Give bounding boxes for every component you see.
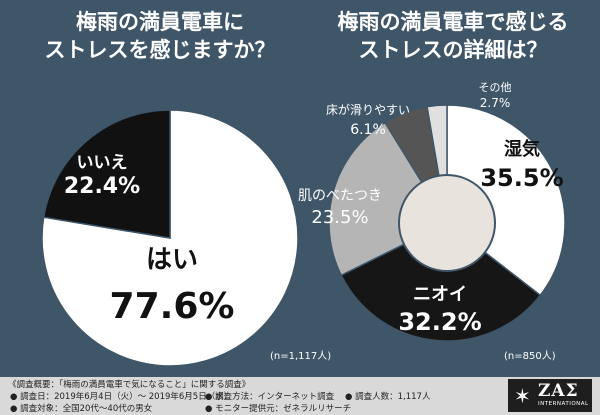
right-slice-value-3: 6.1% [350,122,386,138]
logo-star-icon: ✶ [514,384,531,408]
survey-heading: 《調査概要：「梅雨の満員電車で気になること」に関する調査》 [8,380,251,390]
right-slice-label-1: ニオイ [413,284,467,305]
left-slice-value-0: 77.6% [110,286,235,327]
right-slice-label-0: 湿気 [504,138,540,160]
right-chart-title: 梅雨の満員電車で感じる ストレスの詳細は？ [318,8,588,64]
left-slice-label-0: はい [146,245,198,275]
right-slice-label-4: その他 [479,81,512,94]
left-chart-title: 梅雨の満員電車に ストレスを感じますか？ [40,8,280,64]
left-pie-slice-1 [42,109,171,239]
right-pie-center-photo [398,174,496,272]
left-n-label: (n=1,117人) [270,350,331,362]
right-slice-value-1: 32.2% [398,308,481,336]
right-pie-slice-0 [446,104,566,297]
right-slice-value-0: 35.5% [480,164,563,192]
right-title-line2: ストレスの詳細は？ [358,37,548,62]
survey-provider: ● モニター提供元：ゼネラルリサーチ [205,404,352,414]
zas-international-logo: ✶ ZAΣ INTERNATIONAL [508,379,592,412]
right-slice-value-4: 2.7% [480,96,511,110]
right-title-line1: 梅雨の満員電車で感じる [337,9,569,34]
left-title-line1: 梅雨の満員電車に [76,9,244,34]
right-slice-value-2: 23.5% [311,207,368,228]
right-pie-slice-1 [340,222,542,342]
survey-count: ● 調査人数：1,117人 [345,392,431,402]
left-slice-value-1: 22.4% [64,174,140,199]
right-slice-label-2: 肌のべたつき [298,188,382,204]
survey-footer: 《調査概要：「梅雨の満員電車で気になること」に関する調査》 ● 調査日：2019… [0,377,600,415]
survey-target: ● 調査対象：全国20代～40代の男女 [10,404,153,414]
right-n-label: (n=850人) [504,350,556,362]
left-title-line2: ストレスを感じますか？ [44,37,276,62]
right-slice-label-3: 床が滑りやすい [326,102,410,117]
survey-date: ● 調査日：2019年6月4日（火）～ 2019年6月5日（水） [10,392,233,402]
left-pie-slice-0 [41,109,299,367]
left-slice-label-1: いいえ [77,153,128,173]
survey-method: ● 調査方法：インターネット調査 [205,392,335,402]
